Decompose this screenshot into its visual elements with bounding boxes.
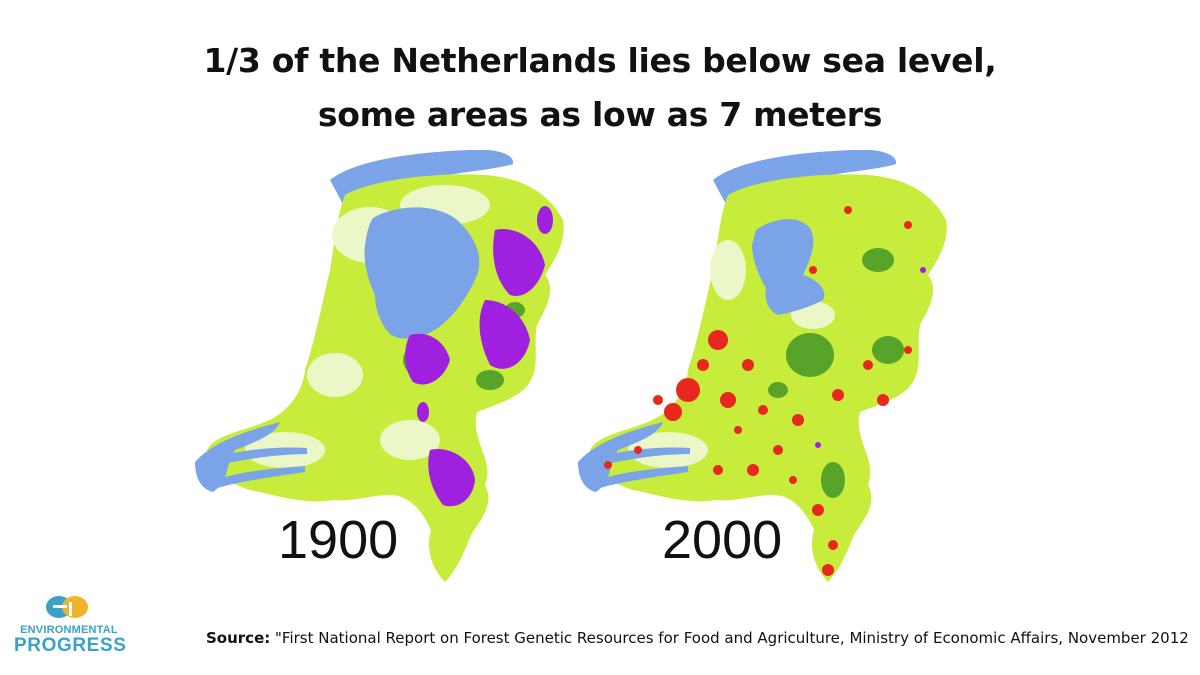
urban-2000 <box>604 206 912 576</box>
delta-channel-1900-a <box>215 466 305 488</box>
map-1900-svg <box>195 150 564 582</box>
map-2000-svg <box>578 150 947 582</box>
slide-title: 1/3 of the Netherlands lies below sea le… <box>0 34 1200 142</box>
title-line-2: some areas as low as 7 meters <box>317 95 883 134</box>
ep-logo-icon <box>46 596 88 618</box>
netherlands-map-2000 <box>578 150 968 590</box>
source-text: "First National Report on Forest Genetic… <box>270 629 1189 647</box>
pale-land-2000-a <box>710 240 746 300</box>
pale-land-1900-c <box>307 353 363 397</box>
pale-land-1900-e <box>380 420 440 460</box>
ijsselmeer-2000 <box>752 219 825 315</box>
logo-line-1: ENVIRONMENTAL <box>20 624 118 636</box>
delta-water-2000 <box>578 422 663 492</box>
delta-channel-2000-b <box>596 447 690 466</box>
delta-channel-1900-b <box>213 447 307 466</box>
delta-channel-2000-a <box>598 466 688 488</box>
heath-2000 <box>815 267 926 448</box>
source-label: Source: <box>206 629 271 647</box>
land-2000 <box>590 174 947 582</box>
forest-2000 <box>768 248 904 498</box>
logo-line-2: PROGRESS <box>14 635 127 656</box>
heath-1900 <box>405 206 553 507</box>
environmental-progress-logo: ENVIRONMENTAL PROGRESS <box>14 594 127 658</box>
title-line-1: 1/3 of the Netherlands lies below sea le… <box>203 41 997 80</box>
ijsselmeer-1900 <box>364 207 480 339</box>
netherlands-map-1900 <box>195 150 585 590</box>
year-label-2000: 2000 <box>662 510 783 570</box>
delta-water-1900 <box>195 422 280 492</box>
year-label-1900: 1900 <box>278 510 399 570</box>
source-citation: Source: "First National Report on Forest… <box>206 627 1189 649</box>
